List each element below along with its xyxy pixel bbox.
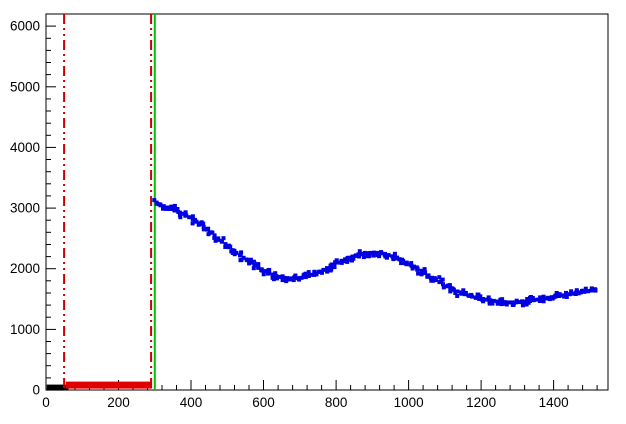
svg-text:3000: 3000 <box>10 201 40 216</box>
blue-signal <box>152 198 598 308</box>
svg-text:1200: 1200 <box>466 395 496 410</box>
svg-text:200: 200 <box>107 395 130 410</box>
y-axis-labels: 0 1000 2000 3000 4000 5000 6000 <box>10 19 40 398</box>
svg-text:1000: 1000 <box>394 395 424 410</box>
svg-text:5000: 5000 <box>10 79 40 94</box>
svg-text:1000: 1000 <box>10 322 40 337</box>
svg-text:0: 0 <box>42 395 50 410</box>
svg-text:800: 800 <box>325 395 348 410</box>
black-pedestal <box>46 384 69 391</box>
y-axis-ticks <box>46 13 56 391</box>
svg-text:0: 0 <box>32 383 40 398</box>
svg-text:6000: 6000 <box>10 19 40 34</box>
svg-text:400: 400 <box>180 395 203 410</box>
svg-text:1400: 1400 <box>539 395 569 410</box>
plot-frame <box>45 13 609 391</box>
svg-text:2000: 2000 <box>10 261 40 276</box>
svg-text:600: 600 <box>252 395 275 410</box>
x-axis-labels: 0 200 400 600 800 1000 1200 1400 <box>42 395 568 410</box>
svg-text:4000: 4000 <box>10 140 40 155</box>
red-pedestal <box>65 381 152 389</box>
